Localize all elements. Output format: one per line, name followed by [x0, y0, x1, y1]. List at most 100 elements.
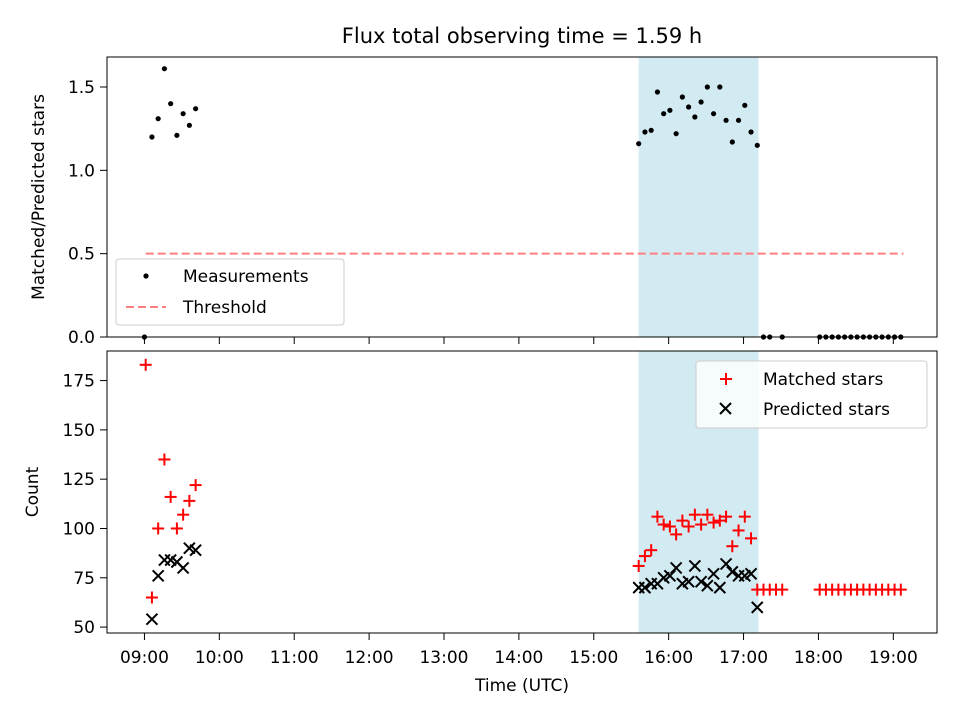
bottom-x-axis: 09:00 10:00 11:00 12:00 13:00 14:00 15:00 16:00… [120, 633, 918, 668]
measurement-point [186, 122, 192, 128]
legend-measurements-label: Measurements [183, 267, 309, 287]
matched-star-point [776, 583, 789, 596]
matched-star-point [695, 518, 708, 531]
predicted-star-point [719, 557, 733, 571]
matched-star-point [139, 358, 152, 371]
x-tick-label: 16:00 [644, 648, 693, 668]
bottom-legend-box [695, 360, 928, 429]
predicted-star-point [151, 569, 165, 583]
predicted-star-point [726, 565, 739, 579]
x-tick-label: 13:00 [419, 648, 468, 668]
top-y-axis-label: Matched/Predicted stars [29, 94, 49, 300]
matched-star-point [645, 544, 658, 557]
bottom-legend: Matched stars Predicted stars [695, 360, 928, 429]
bottom-panel: 50 75 100 125 150 175 09:00 10:00 11:00 12:00 13:… [23, 350, 938, 696]
matched-star-point [177, 508, 190, 521]
measurement-point [654, 89, 661, 95]
matched-star-point [663, 520, 676, 533]
x-tick-label: 11:00 [270, 648, 319, 668]
legend-matched-marker [720, 373, 732, 385]
y-tick-label: 100 [63, 519, 95, 539]
top-panel: 0.0 0.5 1.0 1.5 Matched/Predicted stars Mea… [29, 56, 938, 348]
measurement-point [648, 127, 654, 133]
x-tick-label: 15:00 [569, 648, 618, 668]
highlight-span-top [638, 57, 759, 337]
measurement-point [149, 134, 155, 140]
predicted-star-point [682, 575, 695, 588]
measurement-point [742, 102, 748, 108]
measurement-point [692, 114, 698, 120]
measurement-point [174, 132, 180, 138]
measurement-point [661, 111, 667, 117]
predicted-star-point [669, 561, 683, 575]
matched-star-point [707, 516, 720, 529]
predicted-star-point [158, 553, 171, 567]
matched-star-point [158, 453, 171, 466]
measurement-point [193, 106, 199, 112]
x-tick-label: 09:00 [120, 648, 169, 668]
matched-star-point [732, 524, 745, 537]
matched-star-point [682, 520, 695, 533]
x-axis-label: Time (UTC) [474, 676, 569, 696]
legend-threshold-label: Threshold [182, 298, 267, 318]
predicted-star-point [638, 581, 652, 594]
measurement-point [679, 94, 685, 100]
matched-star-point [189, 479, 202, 492]
matched-star-point [632, 559, 645, 572]
bottom-y-axis-label: Count [23, 466, 43, 517]
y-tick-label: 150 [63, 421, 95, 441]
chart-title: Flux total observing time = 1.59 h [342, 24, 702, 48]
predicted-star-point [751, 601, 764, 614]
matched-star-point [713, 514, 726, 527]
matched-star-point [738, 510, 751, 523]
matched-star-point [164, 490, 177, 503]
matched-star-point [657, 518, 670, 531]
y-tick-label: 1.0 [68, 161, 95, 181]
matched-star-point [183, 494, 196, 507]
measurement-point [642, 129, 648, 135]
matched-stars-series [139, 358, 907, 604]
top-legend: Measurements Threshold [115, 258, 345, 326]
top-plot-frame [106, 56, 938, 338]
measurement-point [686, 104, 692, 110]
measurement-point [704, 84, 710, 90]
top-x-ticks [143, 337, 894, 344]
legend-predicted-marker [719, 402, 732, 415]
predicted-star-point [694, 575, 708, 588]
predicted-star-point [713, 581, 727, 594]
legend-matched-label: Matched stars [763, 370, 883, 390]
y-tick-label: 175 [63, 372, 95, 392]
measurement-point [698, 99, 704, 105]
measurement-point [729, 139, 735, 145]
predicted-star-point [688, 559, 702, 573]
bottom-y-axis: 50 75 100 125 150 175 [63, 372, 107, 638]
bottom-plot-frame [106, 350, 938, 634]
legend-measurements-marker [143, 273, 149, 279]
y-tick-label: 1.5 [68, 78, 95, 98]
matched-star-point [720, 510, 733, 523]
matched-star-point [651, 510, 664, 523]
x-tick-label: 12:00 [345, 648, 394, 668]
matched-star-point [170, 522, 183, 535]
legend-predicted-label: Predicted stars [763, 400, 890, 420]
matched-star-point [745, 532, 758, 545]
matched-star-point [670, 528, 683, 541]
measurement-point [161, 66, 168, 72]
y-tick-label: 0.5 [68, 245, 95, 265]
top-y-axis: 0.0 0.5 1.0 1.5 [68, 78, 107, 348]
x-tick-label: 19:00 [869, 648, 918, 668]
top-legend-box [115, 258, 345, 326]
y-tick-label: 0.0 [68, 328, 95, 348]
measurement-point [155, 116, 161, 122]
matched-star-point [726, 540, 739, 553]
measurement-point [180, 111, 186, 117]
predicted-star-point [701, 579, 714, 592]
matched-star-point [676, 514, 689, 527]
predicted-star-point [145, 612, 159, 626]
measurement-point [673, 131, 679, 137]
predicted-star-point [707, 567, 720, 581]
x-tick-label: 14:00 [494, 648, 543, 668]
predicted-star-point [744, 567, 758, 581]
predicted-star-point [189, 543, 202, 557]
